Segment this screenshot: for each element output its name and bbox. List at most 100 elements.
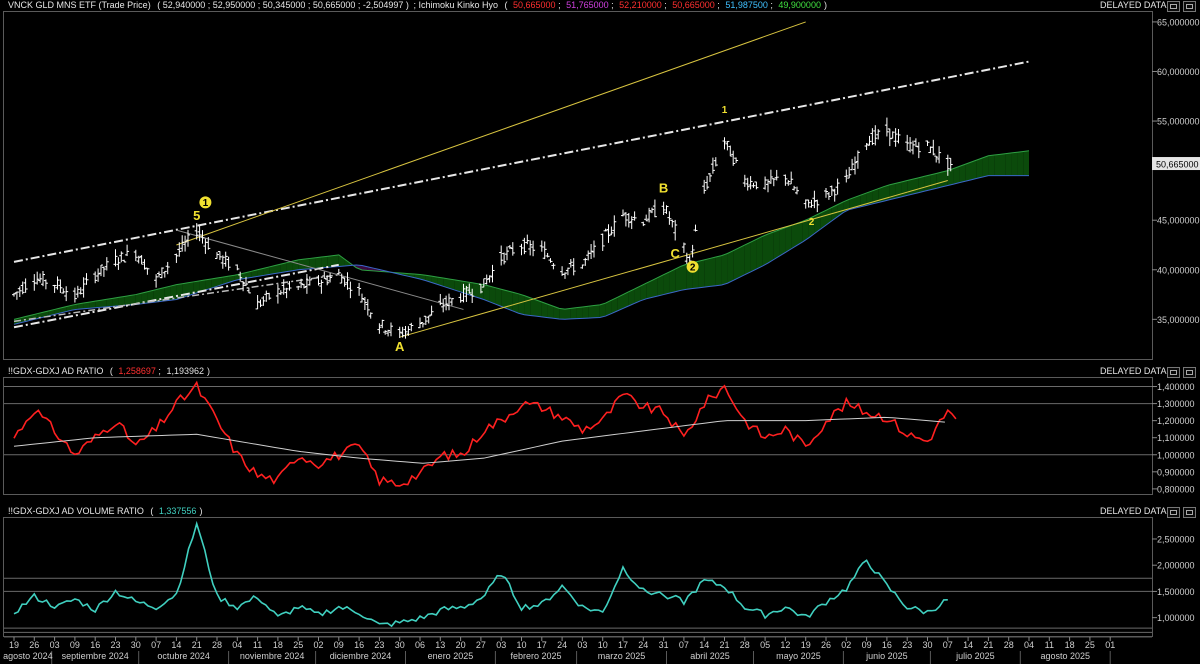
kumo-cloud-segment — [211, 278, 217, 289]
kumo-cloud-segment — [576, 306, 583, 319]
volume-ratio-y-tick-label: 2,500000 — [1157, 534, 1195, 544]
kumo-cloud-segment — [443, 278, 449, 289]
kumo-cloud-segment — [559, 308, 565, 320]
price-ohlc-bar — [905, 134, 910, 151]
price-panel-maximize-button[interactable] — [1183, 1, 1196, 12]
price-ohlc-bar — [664, 205, 669, 214]
kumo-cloud-segment — [222, 276, 229, 285]
price-ohlc-bar — [467, 283, 472, 294]
price-ohlc-bar — [133, 249, 138, 262]
kumo-cloud-segment — [530, 297, 536, 317]
price-ohlc-bar — [125, 244, 130, 257]
kumo-cloud-segment — [251, 269, 258, 278]
price-ohlc-bar — [916, 142, 921, 159]
ad-ratio-line — [13, 380, 957, 487]
price-ohlc-bar — [84, 273, 89, 285]
ad-ratio-y-tick-label: 1,300000 — [1157, 399, 1195, 409]
price-ohlc-bar — [809, 199, 814, 208]
volume-ratio-maximize-button[interactable] — [1183, 507, 1196, 518]
price-ohlc-bar — [423, 315, 428, 326]
price-ohlc-bar — [319, 279, 324, 294]
price-ohlc-bar — [754, 181, 759, 190]
price-ohlc-bar — [748, 176, 753, 190]
kumo-cloud-segment — [507, 290, 513, 311]
price-ohlc-bar — [510, 242, 515, 256]
price-ohlc-bar — [519, 243, 524, 256]
price-ohlc-bar — [609, 226, 614, 236]
price-ohlc-bar — [571, 258, 576, 276]
price-ohlc-bar — [490, 264, 495, 283]
price-ohlc-bar — [101, 266, 106, 277]
price-ohlc-bar — [531, 240, 536, 257]
x-axis-day-label: 31 — [659, 640, 669, 650]
wave-label: B — [659, 180, 668, 195]
price-ohlc-bar — [458, 293, 463, 303]
ad-ratio-ma-line — [13, 416, 945, 464]
price-panel-title: VNCK GLD MNS ETF (Trade Price) ( 52,9400… — [8, 0, 827, 10]
kumo-cloud-segment — [704, 258, 710, 288]
price-ohlc-bar — [383, 330, 388, 335]
price-ohlc-bar — [104, 257, 109, 271]
wave-label: 2 — [809, 217, 815, 228]
price-ohlc-bar — [565, 267, 570, 276]
price-ohlc-bar — [426, 315, 431, 324]
ad-ratio-y-tick-label: 1,200000 — [1157, 416, 1195, 426]
price-ohlc-bar — [792, 185, 797, 191]
price-ohlc-bar — [589, 244, 594, 260]
kumo-cloud-segment — [860, 192, 867, 207]
price-ohlc-bar — [246, 287, 251, 294]
x-axis-month-label: julio 2025 — [955, 651, 995, 661]
price-ohlc-bar — [893, 128, 898, 147]
ad-ratio-restore-button[interactable] — [1167, 367, 1180, 378]
x-axis-day-label: 19 — [9, 640, 19, 650]
price-ohlc-bar — [32, 274, 37, 291]
x-axis-day-label: 19 — [801, 640, 811, 650]
price-ohlc-bar — [568, 259, 573, 268]
kumo-cloud-segment — [454, 279, 461, 292]
x-axis-day-label: 28 — [740, 640, 750, 650]
kumo-cloud-segment — [321, 256, 328, 268]
volume-ratio-y-tick-label: 1,500000 — [1157, 587, 1195, 597]
kumo-cloud-segment — [855, 195, 861, 209]
kumo-cloud-segment — [106, 298, 113, 307]
volume-ratio-restore-button[interactable] — [1167, 507, 1180, 518]
price-ohlc-bar — [647, 207, 652, 223]
price-ohlc-bar — [93, 271, 98, 284]
price-ohlc-bar — [795, 186, 799, 195]
ad-ratio-y-tick-label: 1,400000 — [1157, 382, 1195, 392]
x-axis-day-label: 02 — [313, 640, 323, 650]
kumo-cloud-segment — [1017, 151, 1024, 176]
price-ohlc-bar — [449, 297, 454, 306]
x-axis-day-label: 09 — [70, 640, 80, 650]
kumo-cloud-segment — [518, 293, 525, 315]
price-ohlc-bar — [690, 244, 695, 258]
kumo-cloud-segment — [878, 186, 884, 203]
price-ohlc-bar — [284, 287, 289, 299]
price-ohlc-bar — [937, 146, 942, 164]
kumo-cloud-segment — [628, 288, 635, 306]
x-axis-day-label: 28 — [212, 640, 222, 650]
price-ohlc-bar — [803, 199, 808, 209]
x-axis-day-label: 05 — [760, 640, 770, 650]
price-ohlc-bar — [154, 274, 159, 288]
price-panel-restore-button[interactable] — [1167, 1, 1180, 12]
x-axis-day-label: 09 — [334, 640, 344, 650]
kumo-cloud-segment — [663, 271, 670, 295]
price-ohlc-bar — [12, 292, 16, 297]
price-ohlc-bar — [934, 155, 939, 163]
ad-ratio-maximize-button[interactable] — [1183, 367, 1196, 378]
kumo-cloud-segment — [60, 306, 67, 313]
price-ohlc-bar — [438, 293, 443, 306]
kumo-cloud-segment — [976, 157, 983, 179]
ad-ratio-y-tick-label: 0,900000 — [1157, 467, 1195, 477]
kumo-cloud-segment — [715, 255, 722, 286]
x-axis-day-label: 26 — [821, 640, 831, 650]
kumo-cloud-segment — [820, 210, 826, 230]
price-ohlc-bar — [713, 157, 718, 167]
x-axis-day-label: 07 — [943, 640, 953, 650]
price-ohlc-bar — [226, 256, 231, 271]
x-axis-day-label: 21 — [719, 640, 729, 650]
wave-label: 5 — [193, 208, 200, 223]
price-ohlc-bar — [447, 293, 451, 311]
volume-ratio-panel-frame — [3, 517, 1153, 637]
